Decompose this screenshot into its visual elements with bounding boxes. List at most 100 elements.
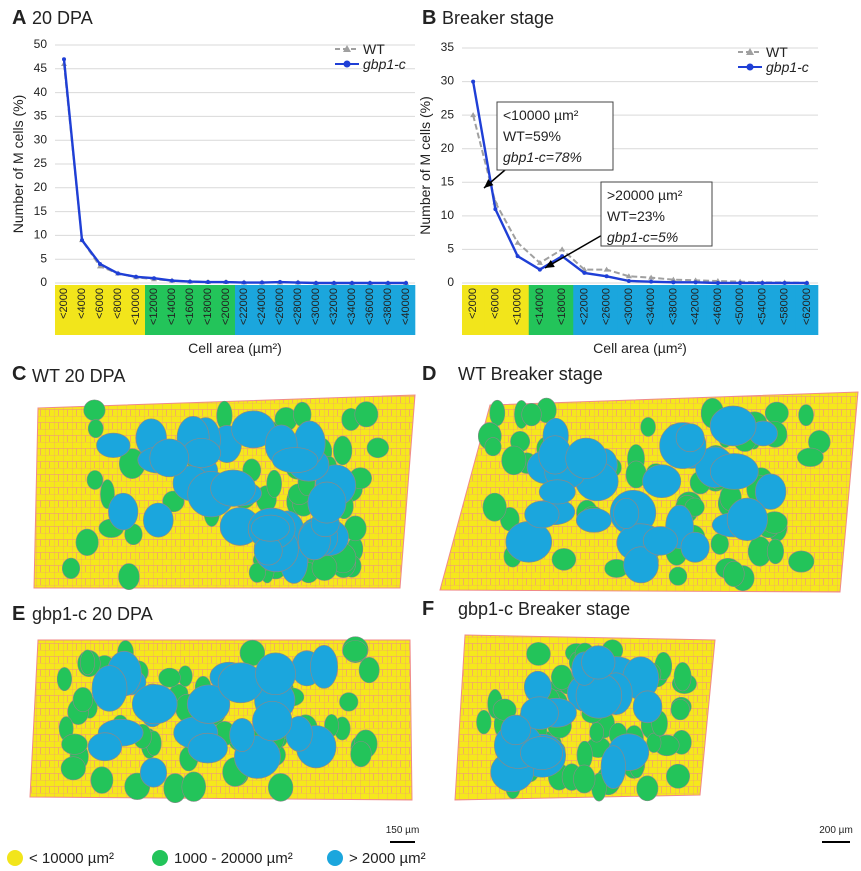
x-tick-label: <50000 xyxy=(734,288,746,325)
cell-blue xyxy=(97,433,131,457)
cell-blue xyxy=(211,470,256,506)
panel-letter: D xyxy=(422,363,436,385)
chart-title: 20 DPA xyxy=(32,8,93,28)
y-axis-label: Number of M cells (%) xyxy=(10,95,26,233)
cell-green xyxy=(62,734,88,754)
cell-blue xyxy=(88,733,122,761)
scale-label: 150 µm xyxy=(386,825,420,836)
point xyxy=(224,280,228,284)
cell-green xyxy=(590,723,604,743)
cell-green xyxy=(674,662,691,691)
point xyxy=(605,274,609,278)
cell-blue xyxy=(132,684,177,723)
point xyxy=(582,271,586,275)
cell-blue xyxy=(310,645,337,688)
cell-green xyxy=(73,687,93,711)
point xyxy=(188,280,192,284)
cell-green xyxy=(490,400,505,426)
cell-green xyxy=(483,493,506,521)
x-tick-label: <26000 xyxy=(601,288,613,325)
legend-label: > 2000 µm² xyxy=(349,850,426,867)
annotation-text: >20000 µm² xyxy=(607,187,683,203)
cell-green xyxy=(641,417,656,436)
legend-label: < 10000 µm² xyxy=(29,850,114,867)
point xyxy=(62,57,66,61)
cell-green xyxy=(637,776,658,801)
point xyxy=(98,262,102,266)
point xyxy=(783,281,787,285)
y-tick-label: 0 xyxy=(447,275,454,289)
panel-letter: A xyxy=(12,7,26,29)
panel-title: gbp1-c 20 DPA xyxy=(32,604,153,624)
y-tick-label: 35 xyxy=(441,40,455,54)
y-tick-label: 15 xyxy=(34,204,48,218)
cell-blue xyxy=(576,508,611,532)
point xyxy=(516,254,520,258)
annotation-arrow xyxy=(545,234,604,268)
x-tick-label: <40000 xyxy=(400,288,412,325)
cell-blue xyxy=(643,465,681,498)
point xyxy=(206,280,210,284)
chart-title: Breaker stage xyxy=(442,8,554,28)
x-tick-label: <58000 xyxy=(779,288,791,325)
cell-blue xyxy=(727,498,767,541)
point xyxy=(493,207,497,211)
cell-green xyxy=(522,403,542,426)
legend-marker xyxy=(344,61,351,68)
panel-letter: F xyxy=(422,598,434,620)
x-tick-label: <38000 xyxy=(382,288,394,325)
cell-blue xyxy=(601,746,626,789)
x-tick-label: <16000 xyxy=(184,288,196,325)
point xyxy=(296,281,300,285)
point xyxy=(170,279,174,283)
cell-green xyxy=(477,710,492,734)
point xyxy=(738,281,742,285)
cell-blue xyxy=(140,758,166,787)
cell-green xyxy=(80,650,94,675)
cell-green xyxy=(267,470,282,497)
point xyxy=(404,281,408,285)
legend-label: gbp1-c xyxy=(363,56,406,72)
y-tick-label: 25 xyxy=(441,107,455,121)
x-tick-label: <42000 xyxy=(690,288,702,325)
cell-green xyxy=(91,767,113,794)
cell-green xyxy=(333,436,351,465)
legend-label: 1000 - 20000 µm² xyxy=(174,850,293,867)
x-tick-label: <12000 xyxy=(148,288,160,325)
cell-green xyxy=(351,741,372,766)
cell-blue xyxy=(251,515,289,541)
cell-green xyxy=(343,640,368,661)
x-tick-label: <18000 xyxy=(556,288,568,325)
cell-blue xyxy=(150,439,189,477)
point xyxy=(760,281,764,285)
x-tick-label: <22000 xyxy=(238,288,250,325)
cell-green xyxy=(789,551,814,572)
cell-green xyxy=(119,564,140,590)
cell-green xyxy=(57,667,71,690)
point xyxy=(134,275,138,279)
cell-green xyxy=(527,642,551,665)
cell-green xyxy=(666,764,689,788)
x-tick-label: <34000 xyxy=(346,288,358,325)
panel-title: WT Breaker stage xyxy=(458,364,603,384)
y-tick-label: 5 xyxy=(40,251,47,265)
cell-green xyxy=(159,668,181,687)
y-tick-label: 20 xyxy=(34,180,48,194)
x-tick-label: <36000 xyxy=(364,288,376,325)
annotation-text: gbp1-c=78% xyxy=(503,149,582,165)
x-tick-label: <26000 xyxy=(274,288,286,325)
cell-blue xyxy=(681,532,709,562)
annotation-text: <10000 µm² xyxy=(503,107,579,123)
point xyxy=(332,281,336,285)
x-axis-label: Cell area (µm²) xyxy=(593,340,687,356)
cell-blue xyxy=(230,718,255,751)
x-tick-label: <62000 xyxy=(801,288,813,325)
annotation-text: WT=59% xyxy=(503,128,561,144)
annotation-text: WT=23% xyxy=(607,208,665,224)
cell-green xyxy=(799,405,814,426)
legend-label: WT xyxy=(363,41,385,57)
cell-blue xyxy=(520,737,562,770)
cell-blue xyxy=(308,482,346,523)
cell-blue xyxy=(188,733,228,763)
point xyxy=(716,281,720,285)
